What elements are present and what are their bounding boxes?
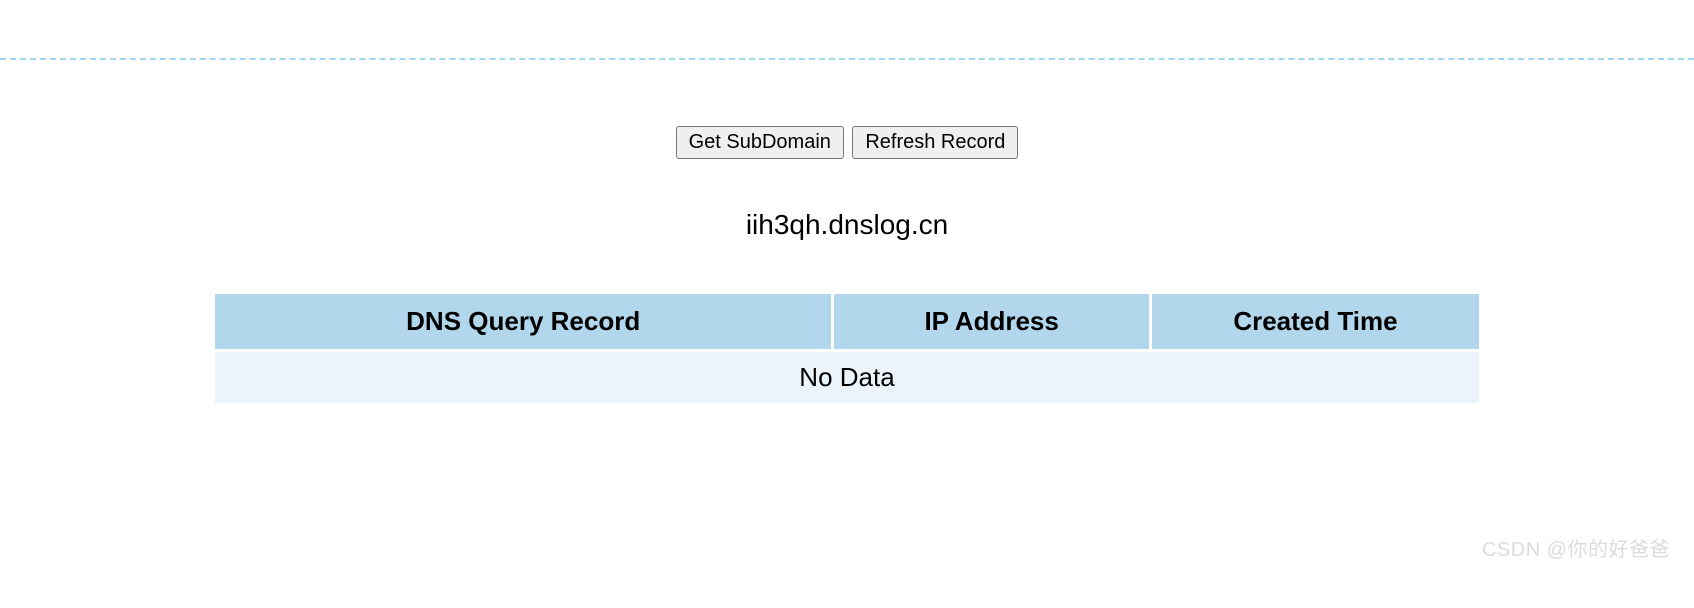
- table-header-row: DNS Query Record IP Address Created Time: [215, 294, 1479, 349]
- subdomain-display: iih3qh.dnslog.cn: [0, 209, 1694, 241]
- section-divider: [0, 58, 1694, 60]
- table-empty-state: No Data: [215, 352, 1479, 403]
- dns-record-table-wrap: DNS Query Record IP Address Created Time…: [212, 291, 1482, 406]
- column-header-dns-query: DNS Query Record: [215, 294, 831, 349]
- watermark-text: CSDN @你的好爸爸: [1482, 533, 1670, 562]
- table-row: No Data: [215, 352, 1479, 403]
- refresh-record-button[interactable]: Refresh Record: [852, 126, 1018, 159]
- get-subdomain-button[interactable]: Get SubDomain: [676, 126, 844, 159]
- column-header-created-time: Created Time: [1152, 294, 1479, 349]
- button-row: Get SubDomain Refresh Record: [0, 126, 1694, 159]
- dns-record-table: DNS Query Record IP Address Created Time…: [212, 291, 1482, 406]
- column-header-ip-address: IP Address: [834, 294, 1149, 349]
